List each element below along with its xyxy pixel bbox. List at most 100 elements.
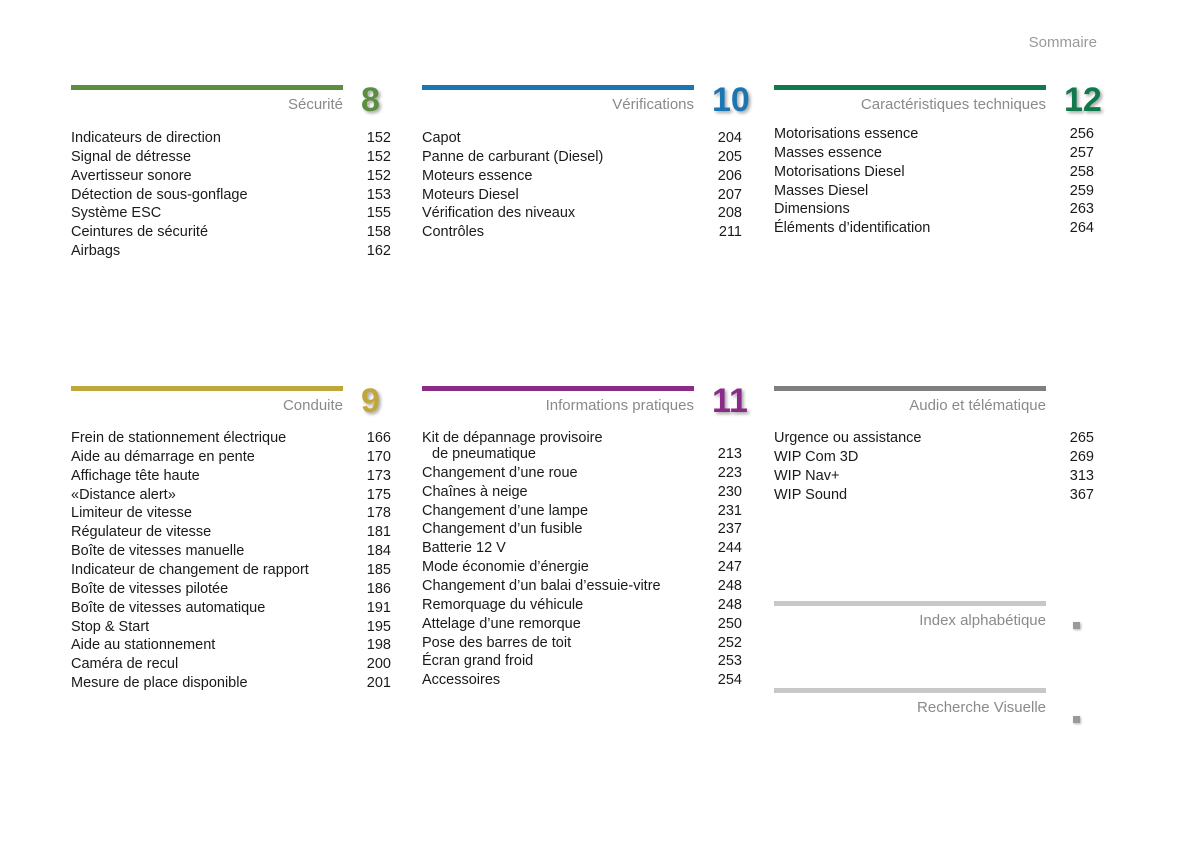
entry-label[interactable]: Système ESC — [71, 205, 162, 222]
entry-label[interactable]: Accessoires — [422, 672, 501, 689]
entry-label[interactable]: Panne de carburant (Diesel) — [422, 148, 604, 165]
page-number[interactable]: 213 — [717, 446, 742, 462]
entry-label[interactable]: Boîte de vitesses automatique — [71, 599, 266, 616]
page-number[interactable]: 158 — [366, 224, 391, 241]
page-number[interactable]: 259 — [1069, 182, 1094, 199]
page-number[interactable]: 252 — [717, 634, 742, 651]
page-number[interactable]: 191 — [366, 599, 391, 616]
entry-label[interactable]: Boîte de vitesses pilotée — [71, 580, 229, 597]
entry-label[interactable]: Éléments d’identification — [774, 220, 931, 237]
page-number[interactable]: 201 — [366, 675, 391, 692]
page-number[interactable]: 257 — [1069, 144, 1094, 161]
page-number[interactable]: 211 — [718, 224, 742, 241]
entry-label[interactable]: Contrôles — [422, 224, 485, 241]
entry-label[interactable]: Détection de sous-gonflage — [71, 186, 248, 203]
entry-label[interactable]: Écran grand froid — [422, 653, 534, 670]
page-number[interactable]: 162 — [366, 243, 391, 260]
page-number[interactable]: 185 — [366, 561, 391, 578]
page-number[interactable]: 184 — [366, 543, 391, 560]
page-number[interactable]: 313 — [1069, 467, 1094, 484]
entry-label[interactable]: «Distance alert» — [71, 486, 176, 503]
entry-label[interactable]: Airbags — [71, 243, 121, 260]
page-number[interactable]: 195 — [366, 618, 391, 635]
entry-label-continued[interactable]: de pneumatique — [432, 446, 536, 462]
entry-label[interactable]: Chaînes à neige — [422, 483, 528, 500]
entry-label[interactable]: Aide au démarrage en pente — [71, 448, 255, 465]
entry-label[interactable]: Masses Diesel — [774, 182, 869, 199]
entry-label[interactable]: Aide au stationnement — [71, 637, 216, 654]
entry-label[interactable]: Changement d’une lampe — [422, 502, 589, 519]
entry-label[interactable]: Masses essence — [774, 144, 882, 161]
page-number[interactable]: 208 — [717, 205, 742, 222]
entry-label[interactable]: Motorisations Diesel — [774, 163, 905, 180]
page-number[interactable]: 205 — [717, 148, 742, 165]
page-number[interactable]: 250 — [717, 615, 742, 632]
page-number[interactable]: 186 — [366, 580, 391, 597]
page-number[interactable]: 264 — [1069, 220, 1094, 237]
page-number[interactable]: 231 — [717, 502, 742, 519]
page-number[interactable]: 258 — [1069, 163, 1094, 180]
entry-label[interactable]: Signal de détresse — [71, 148, 192, 165]
entry-label[interactable]: Boîte de vitesses manuelle — [71, 543, 245, 560]
entry-label[interactable]: Mesure de place disponible — [71, 675, 248, 692]
entry-label[interactable]: Dimensions — [774, 201, 850, 218]
entry-label[interactable]: Changement d’un balai d’essuie-vitre — [422, 577, 661, 594]
entry-label[interactable]: Attelage d’une remorque — [422, 615, 581, 632]
page-number[interactable]: 155 — [366, 205, 391, 222]
page-number[interactable]: 263 — [1069, 201, 1094, 218]
page-number[interactable]: 253 — [717, 653, 742, 670]
page-number[interactable]: 175 — [366, 486, 391, 503]
entry-label[interactable]: Urgence ou assistance — [774, 430, 922, 446]
page-number[interactable]: 166 — [366, 430, 391, 446]
entry-label[interactable]: Affichage tête haute — [71, 467, 200, 484]
page-number[interactable]: 178 — [366, 505, 391, 522]
page-number[interactable]: 200 — [366, 656, 391, 673]
page-number[interactable]: 207 — [717, 186, 742, 203]
page-number[interactable]: 181 — [366, 524, 391, 541]
entry-label[interactable]: Régulateur de vitesse — [71, 524, 212, 541]
link-title[interactable]: Index alphabétique — [919, 612, 1046, 629]
page-number[interactable]: 367 — [1069, 486, 1094, 503]
page-number[interactable]: 237 — [717, 521, 742, 538]
page-number[interactable]: 173 — [366, 467, 391, 484]
entry-label[interactable]: Motorisations essence — [774, 126, 919, 142]
entry-label[interactable]: Caméra de recul — [71, 656, 179, 673]
page-number[interactable]: 204 — [717, 130, 742, 146]
page-number[interactable]: 206 — [717, 167, 742, 184]
entry-label[interactable]: Ceintures de sécurité — [71, 224, 209, 241]
entry-label[interactable]: Capot — [422, 130, 461, 146]
page-number[interactable]: 248 — [717, 596, 742, 613]
page-number[interactable]: 244 — [717, 540, 742, 557]
page-number[interactable]: 265 — [1069, 430, 1094, 446]
entry-label[interactable]: Changement d’un fusible — [422, 521, 583, 538]
entry-label[interactable]: Remorquage du véhicule — [422, 596, 584, 613]
page-number[interactable]: 152 — [366, 148, 391, 165]
page-number[interactable]: 153 — [366, 186, 391, 203]
entry-label[interactable]: Stop & Start — [71, 618, 150, 635]
entry-label[interactable]: Mode économie d’énergie — [422, 559, 589, 576]
entry-label[interactable]: WIP Sound — [774, 486, 848, 503]
page-number[interactable]: 248 — [717, 577, 742, 594]
entry-label[interactable]: Frein de stationnement électrique — [71, 430, 287, 446]
entry-label[interactable]: Changement d’une roue — [422, 464, 578, 481]
page-number[interactable]: 256 — [1069, 126, 1094, 142]
page-number[interactable]: 223 — [717, 464, 742, 481]
page-number[interactable]: 152 — [366, 130, 391, 146]
page-number[interactable]: 247 — [717, 559, 742, 576]
page-number[interactable]: 230 — [717, 483, 742, 500]
entry-label[interactable]: Moteurs essence — [422, 167, 533, 184]
entry-label[interactable]: Vérification des niveaux — [422, 205, 576, 222]
page-number[interactable]: 269 — [1069, 448, 1094, 465]
entry-label[interactable]: WIP Com 3D — [774, 448, 859, 465]
page-number[interactable]: 254 — [717, 672, 742, 689]
entry-label[interactable]: Limiteur de vitesse — [71, 505, 192, 522]
entry-label[interactable]: Indicateurs de direction — [71, 130, 221, 146]
entry-label[interactable]: Kit de dépannage provisoire — [422, 430, 603, 446]
link-title[interactable]: Recherche Visuelle — [917, 699, 1046, 716]
entry-label[interactable]: WIP Nav+ — [774, 467, 840, 484]
page-number[interactable]: 152 — [366, 167, 391, 184]
page-number[interactable]: 170 — [366, 448, 391, 465]
entry-label[interactable]: Indicateur de changement de rapport — [71, 561, 309, 578]
entry-label[interactable]: Batterie 12 V — [422, 540, 506, 557]
entry-label[interactable]: Moteurs Diesel — [422, 186, 519, 203]
